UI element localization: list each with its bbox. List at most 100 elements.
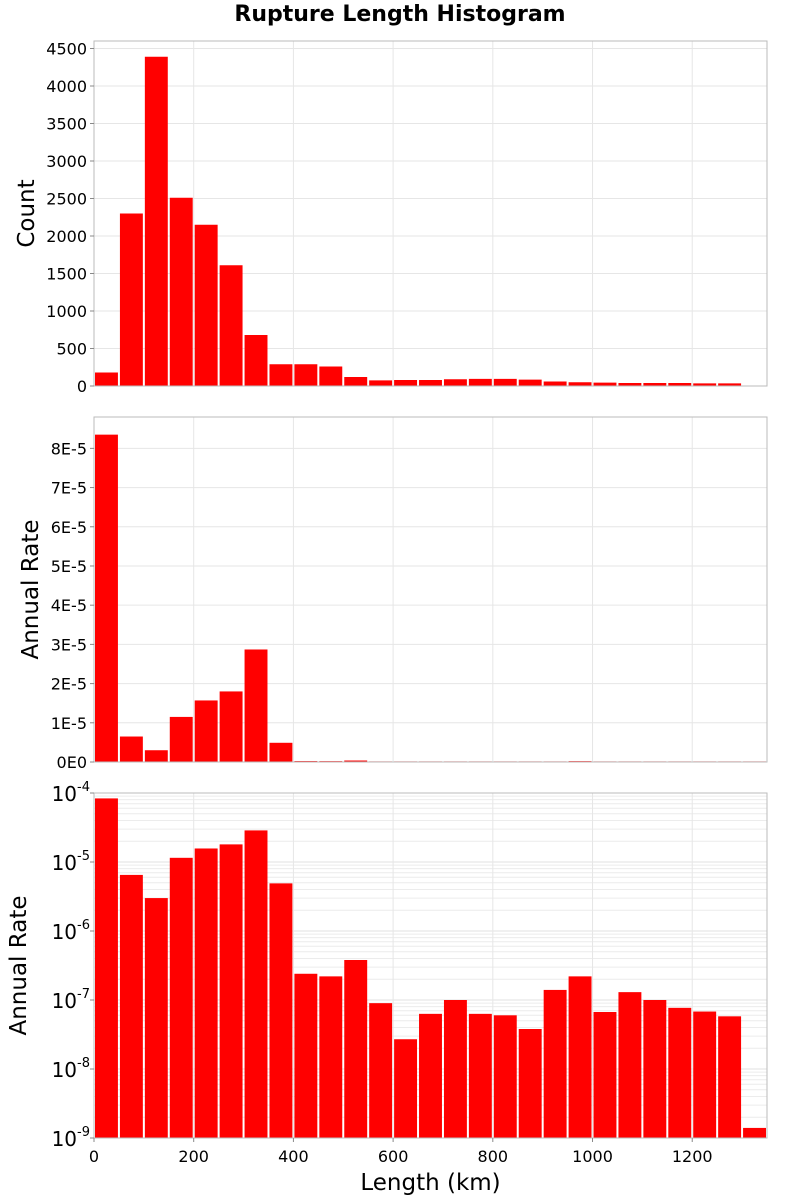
- bar: [568, 382, 592, 386]
- y-tick-exponent: -9: [77, 1125, 90, 1140]
- y-tick-label: 7E-5: [51, 479, 87, 498]
- bars: [95, 56, 742, 386]
- bar: [319, 366, 343, 386]
- bar: [593, 1012, 617, 1138]
- bar: [518, 1028, 542, 1138]
- bar: [294, 973, 318, 1138]
- bar: [244, 830, 268, 1138]
- y-tick-label: 1500: [46, 265, 87, 284]
- bar: [144, 56, 168, 386]
- chart-title: Rupture Length Histogram: [234, 2, 566, 27]
- bar: [493, 1015, 517, 1138]
- bar: [219, 844, 243, 1138]
- bar: [394, 1039, 418, 1138]
- bar: [668, 1007, 692, 1138]
- y-tick-label: 0E0: [57, 753, 87, 772]
- x-tick-label: 400: [278, 1147, 309, 1166]
- bar: [593, 382, 617, 386]
- y-tick-label: 10-9: [52, 1125, 90, 1151]
- y-tick-exponent: -5: [77, 849, 90, 864]
- bar: [244, 649, 268, 762]
- bar: [219, 265, 243, 386]
- y-tick-exponent: -6: [77, 918, 90, 933]
- bar: [119, 213, 143, 386]
- y-tick-base: 10: [52, 920, 77, 944]
- bar: [269, 742, 293, 762]
- bar: [95, 798, 118, 1138]
- plot-frame: [93, 40, 768, 387]
- y-tick-label: 2000: [46, 227, 87, 246]
- bar: [194, 848, 218, 1138]
- bar: [95, 372, 118, 386]
- x-tick-label: 800: [478, 1147, 509, 1166]
- y-tick-exponent: -8: [77, 1056, 90, 1071]
- bar: [468, 1013, 492, 1138]
- bar: [219, 691, 243, 762]
- y-tick-base: 10: [52, 851, 77, 875]
- plot-frame: [93, 792, 768, 1139]
- y-tick-labels: 10-410-510-610-710-810-9: [52, 780, 94, 1151]
- bar: [344, 377, 368, 386]
- bar: [468, 378, 492, 386]
- bar: [269, 364, 293, 386]
- bar: [194, 700, 218, 762]
- bar: [443, 379, 467, 386]
- y-tick-label: 3500: [46, 115, 87, 134]
- bar: [344, 959, 368, 1138]
- x-tick-label: 600: [378, 1147, 409, 1166]
- y-tick-label: 0: [77, 377, 87, 396]
- bar: [344, 760, 368, 762]
- y-tick-label: 10-8: [52, 1056, 90, 1082]
- y-tick-label: 3E-5: [51, 635, 87, 654]
- bar: [543, 989, 567, 1138]
- y-tick-label: 10-6: [52, 918, 90, 944]
- bar: [119, 736, 143, 762]
- bar: [144, 750, 168, 762]
- y-tick-label: 10-5: [52, 849, 90, 875]
- y-axis-title: Count: [14, 179, 40, 247]
- x-tick-label: 200: [178, 1147, 209, 1166]
- bar: [394, 380, 418, 386]
- x-tick-label: 0: [89, 1147, 99, 1166]
- bar: [369, 1003, 393, 1138]
- bar: [369, 380, 393, 386]
- bar: [443, 1000, 467, 1138]
- bar: [618, 992, 642, 1138]
- bar: [693, 1011, 717, 1138]
- y-tick-exponent: -7: [77, 987, 90, 1002]
- y-tick-label: 2500: [46, 190, 87, 209]
- bar: [543, 381, 567, 386]
- x-axis-title: Length (km): [360, 1170, 500, 1196]
- y-tick-label: 10-7: [52, 987, 90, 1013]
- bar: [568, 976, 592, 1138]
- plot-frame: [93, 416, 768, 763]
- y-tick-label: 10-4: [52, 780, 90, 806]
- bar: [169, 197, 193, 386]
- panel-count: 0 500 1000 1500 2000 2500 3000 3500 4000 4500 Coun…: [14, 40, 768, 396]
- bars: [95, 798, 766, 1138]
- bar: [643, 1000, 667, 1138]
- y-tick-base: 10: [52, 989, 77, 1013]
- bar: [144, 898, 168, 1138]
- y-tick-label: 2E-5: [51, 675, 87, 694]
- y-tick-label: 4500: [46, 40, 87, 59]
- bar: [194, 224, 218, 386]
- y-tick-base: 10: [52, 1127, 77, 1151]
- x-tick-label: 1200: [672, 1147, 713, 1166]
- bar: [119, 874, 143, 1138]
- y-tick-labels: 0E0 1E-5 2E-5 3E-5 4E-5 5E-5 6E-5 7E-5 8E-5: [51, 439, 94, 772]
- bar: [718, 1016, 742, 1138]
- bar: [319, 976, 343, 1138]
- y-axis-title: Annual Rate: [18, 520, 44, 660]
- y-tick-label: 500: [56, 340, 87, 359]
- y-tick-base: 10: [52, 1058, 77, 1082]
- y-axis-title: Annual Rate: [6, 896, 32, 1036]
- x-tick-label: 1000: [572, 1147, 613, 1166]
- y-tick-label: 1000: [46, 302, 87, 321]
- y-tick-label: 1E-5: [51, 714, 87, 733]
- bar: [718, 383, 742, 386]
- bar: [169, 857, 193, 1138]
- bar: [693, 383, 717, 386]
